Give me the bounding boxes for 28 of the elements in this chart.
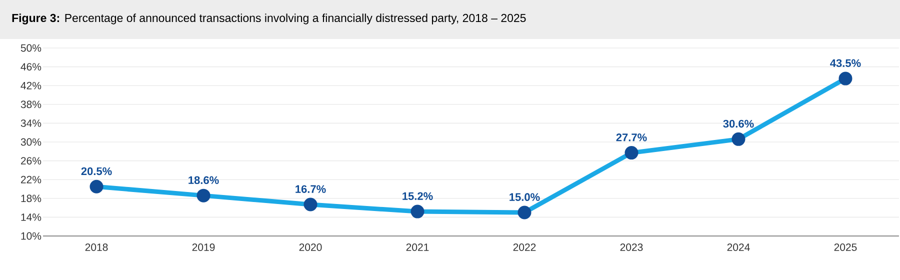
data-label: 15.0% (510, 193, 540, 201)
data-label: 27.7% (616, 134, 647, 142)
data-label: 18.6% (188, 176, 219, 184)
x-tick-label: 2025 (834, 244, 857, 251)
x-tick-label: 2022 (513, 244, 536, 251)
y-tick-label: 50% (20, 44, 42, 52)
y-tick-label: 30% (20, 138, 42, 146)
y-tick-label: 42% (20, 82, 42, 90)
y-tick-label: 14% (21, 214, 42, 221)
x-tick-label: 2023 (620, 244, 643, 251)
y-tick-label: 38% (20, 100, 42, 108)
x-tick-label: 2024 (727, 244, 750, 251)
y-tick-label: 22% (21, 176, 42, 184)
data-label: 15.2% (402, 192, 433, 200)
y-tick-label: 46% (20, 63, 42, 71)
x-tick-label: 2021 (406, 244, 429, 251)
y-tick-label: 34% (20, 119, 42, 127)
y-tick-label: 26% (21, 157, 42, 165)
chart-title: Figure 3: Percentage of announced transactions involving a financially distressed party, 2018 – 2025 (12, 14, 526, 24)
data-label: 30.6% (723, 120, 754, 128)
x-tick-label: 2018 (85, 244, 108, 251)
data-label: 16.7% (296, 185, 326, 193)
data-label: 20.5% (81, 167, 112, 176)
x-tick-label: 2020 (299, 244, 322, 251)
x-tick-label: 2019 (192, 244, 215, 251)
y-tick-label: 10% (21, 232, 42, 240)
data-label: 43.5% (830, 59, 861, 68)
y-tick-label: 18% (21, 194, 42, 202)
